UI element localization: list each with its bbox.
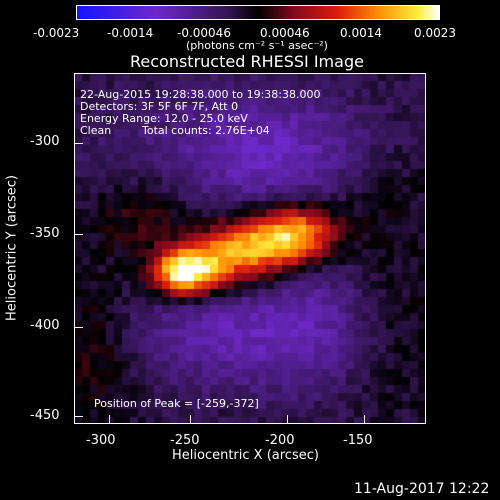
plot-frame [74,73,426,424]
y-tick-label: -350 [30,226,60,241]
x-tick-mark [364,415,365,423]
colorbar-unit-label: (photons cm⁻² s⁻¹ asec⁻²) [186,39,328,52]
colorbar-tick-3: -0.00046 [177,26,231,40]
footer-timestamp: 11-Aug-2017 12:22 [354,481,490,497]
peak-position-label: Position of Peak = [-259,-372] [94,397,259,410]
x-tick-label: -150 [343,433,373,448]
x-tick-mark [190,415,191,423]
y-tick-mark [75,234,83,235]
colorbar-tick-4: 0.00046 [260,26,310,40]
y-tick-mark [75,143,83,144]
y-tick-label: -300 [30,134,60,149]
x-tick-label: -250 [170,433,200,448]
colorbar-tick-2: -0.0014 [107,26,154,40]
x-tick-label: -200 [265,433,295,448]
y-tick-mark [75,327,83,328]
x-tick-label: -300 [86,433,116,448]
x-tick-mark [109,415,110,423]
x-axis-label: Heliocentric X (arcsec) [172,448,319,463]
colorbar-tick-5: 0.0014 [340,26,382,40]
x-tick-mark [287,415,288,423]
colorbar [76,5,440,20]
solar-image [74,73,426,424]
info-algorithm: Clean [80,124,112,137]
y-tick-label: -400 [30,318,60,333]
info-time-range: 22-Aug-2015 19:28:38.000 to 19:38:38.000 [80,88,321,101]
colorbar-tick-1: -0.0023 [33,26,80,40]
y-axis-label: Heliocentric Y (arcsec) [4,175,20,321]
rhessi-image-canvas [74,73,426,424]
info-total-counts: Total counts: 2.76E+04 [142,124,270,137]
y-tick-label: -450 [30,408,60,423]
plot-title: Reconstructed RHESSI Image [130,52,364,71]
info-energy-range: Energy Range: 12.0 - 25.0 keV [80,112,248,125]
info-detectors: Detectors: 3F 5F 6F 7F, Att 0 [80,100,239,113]
colorbar-tick-6: 0.0023 [414,26,456,40]
y-tick-mark [75,416,83,417]
